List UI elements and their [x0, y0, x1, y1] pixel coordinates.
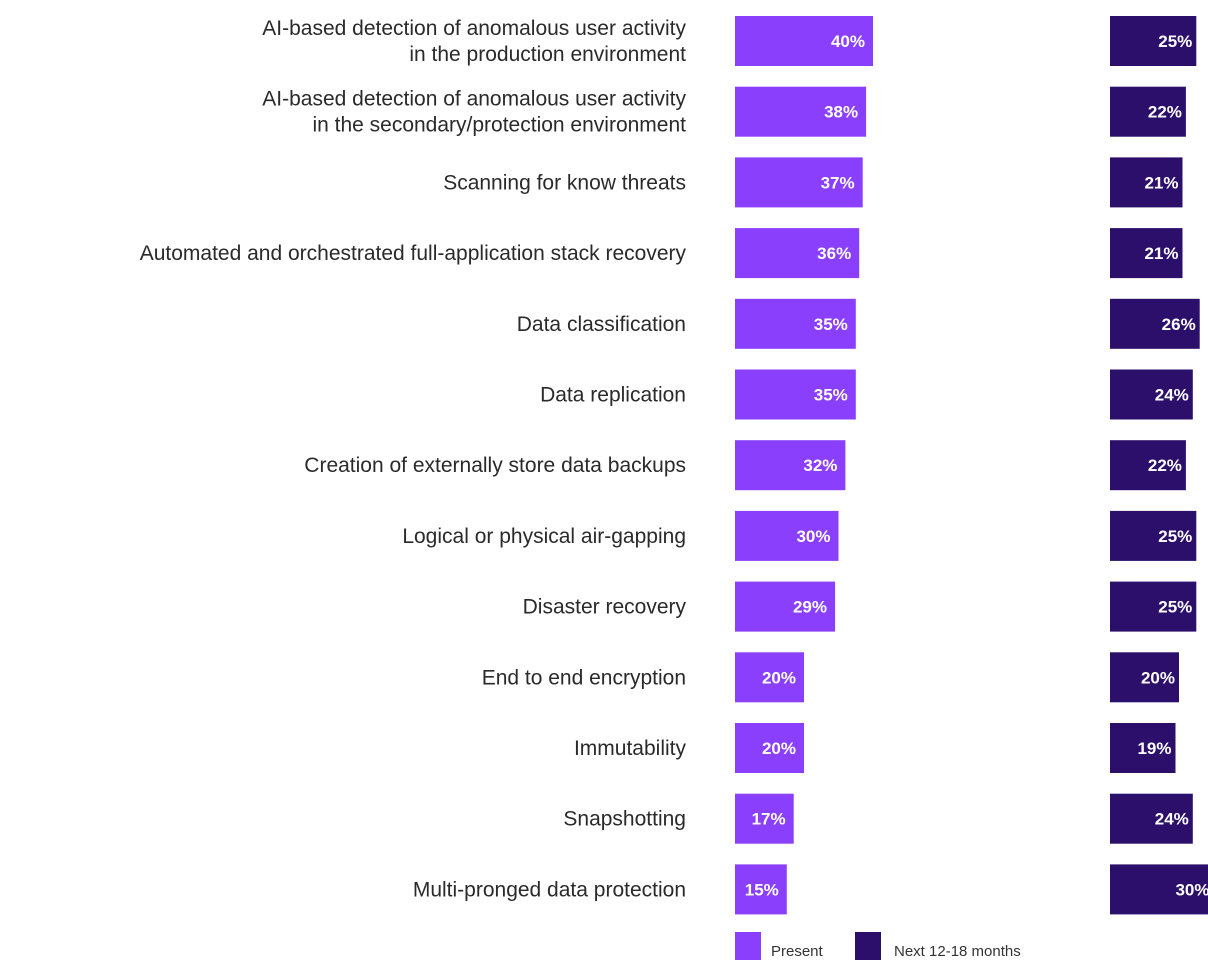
category-label: Data replication: [540, 384, 686, 407]
bar-present-logical-or-physical-air-gapping: [735, 510, 839, 561]
bar-next-multi-pronged-data-protection: [1110, 864, 1208, 915]
value-label-next: 25%: [1158, 598, 1192, 617]
legend-label-next-12-18-months: Next 12-18 months: [894, 943, 1021, 960]
bar-present-data-classification: [735, 298, 856, 349]
value-label-present: 35%: [814, 315, 848, 334]
value-label-next: 24%: [1155, 810, 1189, 829]
bar-present-end-to-end-encryption: [735, 652, 804, 703]
category-labels: AI-based detection of anomalous user act…: [140, 17, 687, 901]
bar-present-scanning-for-know-threats: [735, 157, 863, 208]
bar-present-data-replication: [735, 369, 856, 420]
value-label-next: 22%: [1148, 103, 1182, 122]
value-label-present: 15%: [745, 880, 779, 899]
category-label: Automated and orchestrated full-applicat…: [140, 242, 687, 265]
bar-next-end-to-end-encryption: [1110, 652, 1179, 703]
value-label-present: 29%: [793, 598, 827, 617]
legend-label-present: Present: [771, 943, 824, 960]
value-label-next: 26%: [1162, 315, 1196, 334]
value-label-next: 25%: [1158, 527, 1192, 546]
legend: Present Next 12-18 months: [735, 932, 1021, 960]
bar-next-creation-of-externally-store-data-backups: [1110, 440, 1186, 491]
category-label: Disaster recovery: [523, 596, 687, 619]
present-series: 40% 38% 37% 36% 35% 35% 32% 30% 29% 20% 20% 17% 15%: [735, 16, 873, 915]
category-label-line: Logical or physical air-gapping: [402, 525, 686, 548]
bar-next-scanning-for-know-threats: [1110, 157, 1183, 208]
bar-present-multi-pronged-data-protection: [735, 864, 787, 915]
category-label-line: Automated and orchestrated full-applicat…: [140, 242, 687, 265]
bar-next-ai-based-detection-of-anomalous-user-activity-in-the-secondary-protection-environment: [1110, 86, 1186, 137]
value-label-next: 30%: [1175, 880, 1208, 899]
bar-present-disaster-recovery: [735, 581, 836, 632]
value-label-next: 24%: [1155, 386, 1189, 405]
bar-next-disaster-recovery: [1110, 581, 1197, 632]
category-label: AI-based detection of anomalous user act…: [262, 88, 686, 137]
category-label-line: Creation of externally store data backup…: [304, 454, 686, 477]
legend-swatch-next-12-18-months: [855, 932, 881, 960]
category-label-line: End to end encryption: [482, 666, 686, 689]
category-label: AI-based detection of anomalous user act…: [262, 17, 686, 66]
bar-present-ai-based-detection-of-anomalous-user-activity-in-the-secondary-protection-environment: [735, 86, 867, 137]
bar-next-logical-or-physical-air-gapping: [1110, 510, 1197, 561]
bar-present-ai-based-detection-of-anomalous-user-activity-in-the-production-environment: [735, 16, 873, 66]
bar-present-immutability: [735, 723, 804, 773]
value-label-next: 25%: [1158, 32, 1192, 51]
category-label-line: Immutability: [574, 737, 687, 760]
value-label-present: 36%: [817, 244, 851, 263]
category-label-line: Data classification: [517, 313, 686, 336]
category-label: Logical or physical air-gapping: [402, 525, 686, 548]
bar-present-snapshotting: [735, 793, 794, 844]
value-label-next: 22%: [1148, 456, 1182, 475]
value-label-next: 20%: [1141, 668, 1175, 687]
value-label-present: 20%: [762, 739, 796, 758]
bar-next-ai-based-detection-of-anomalous-user-activity-in-the-production-environment: [1110, 16, 1197, 66]
value-label-present: 20%: [762, 668, 796, 687]
value-label-next: 19%: [1137, 739, 1171, 758]
bar-next-data-replication: [1110, 369, 1193, 420]
bar-next-immutability: [1110, 723, 1176, 773]
category-label: Multi-pronged data protection: [413, 878, 686, 901]
value-label-present: 32%: [803, 456, 837, 475]
bar-present-automated-and-orchestrated-full-application-stack-recovery: [735, 228, 860, 279]
category-label-line: Data replication: [540, 384, 686, 407]
category-label: End to end encryption: [482, 666, 686, 689]
value-label-next: 21%: [1144, 173, 1178, 192]
bar-next-snapshotting: [1110, 793, 1193, 844]
category-label-line: in the secondary/protection environment: [312, 114, 686, 137]
category-label-line: Disaster recovery: [523, 596, 687, 619]
category-label: Data classification: [517, 313, 686, 336]
category-label: Scanning for know threats: [443, 171, 686, 194]
value-label-present: 35%: [814, 386, 848, 405]
category-label: Immutability: [574, 737, 687, 760]
bar-present-creation-of-externally-store-data-backups: [735, 440, 846, 491]
value-label-present: 30%: [796, 527, 830, 546]
value-label-present: 40%: [831, 32, 865, 51]
category-label-line: Snapshotting: [563, 808, 686, 831]
value-label-present: 38%: [824, 103, 858, 122]
category-label-line: Scanning for know threats: [443, 171, 686, 194]
bar-next-data-classification: [1110, 298, 1200, 349]
value-label-next: 21%: [1144, 244, 1178, 263]
category-label-line: in the production environment: [409, 43, 686, 66]
next-series: 25% 22% 21% 21% 26% 24% 22% 25% 25% 20% 19% 24% 30%: [1110, 16, 1208, 915]
category-label-line: AI-based detection of anomalous user act…: [262, 17, 686, 40]
legend-swatch-present: [735, 932, 761, 960]
category-label-line: Multi-pronged data protection: [413, 878, 686, 901]
value-label-present: 37%: [821, 173, 855, 192]
category-label: Snapshotting: [563, 808, 686, 831]
category-label-line: AI-based detection of anomalous user act…: [262, 88, 686, 111]
bar-next-automated-and-orchestrated-full-application-stack-recovery: [1110, 228, 1183, 279]
category-label: Creation of externally store data backup…: [304, 454, 686, 477]
value-label-present: 17%: [752, 810, 786, 829]
